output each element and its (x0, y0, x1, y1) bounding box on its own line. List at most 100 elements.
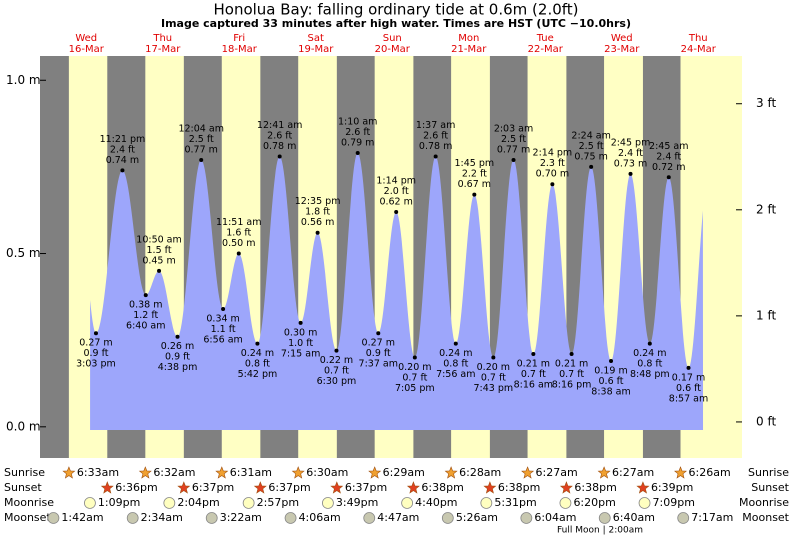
row-time: 6:37pm (192, 481, 234, 494)
tide-label: 8:57 am (669, 393, 708, 404)
tide-point (531, 352, 536, 357)
row-time: 7:17am (691, 511, 733, 524)
day-date: 17-Mar (145, 44, 181, 55)
tide-label: 2.6 ft (423, 131, 448, 142)
tide-label: 0.70 m (536, 169, 569, 180)
tide-point (221, 306, 226, 311)
tide-point (569, 352, 574, 357)
tide-label: 1:45 pm (455, 158, 495, 169)
row-time: 6:37pm (345, 481, 387, 494)
tide-label: 2.5 ft (501, 134, 526, 145)
tide-label: 7:37 am (359, 359, 398, 370)
moon-icon (480, 497, 493, 509)
day-date: 18-Mar (222, 44, 258, 55)
row-label: Sunrise (4, 466, 45, 479)
day-date: 23-Mar (604, 44, 640, 55)
day-date: 22-Mar (528, 44, 564, 55)
row-time: 6:28am (459, 466, 501, 479)
tide-point (315, 230, 320, 235)
moon-icon (126, 512, 139, 524)
tide-label: 2.3 ft (540, 158, 565, 169)
sun-icon (253, 481, 267, 494)
tide-point (666, 175, 671, 180)
chart-title: Honolua Bay: falling ordinary tide at 0.… (213, 1, 578, 19)
tide-point (298, 320, 303, 325)
tide-label: 7:56 am (436, 369, 475, 380)
tide-label: 6:56 am (203, 334, 242, 345)
moon-icon (163, 497, 176, 509)
day-name: Tue (536, 33, 554, 44)
row-time: 5:31pm (494, 496, 536, 509)
tide-label: 7:15 am (281, 348, 320, 359)
moon-icon (677, 512, 690, 524)
row-time: 1:09pm (98, 496, 140, 509)
sun-icon (138, 466, 152, 479)
row-label: Moonrise (4, 496, 54, 509)
tide-point (491, 355, 496, 360)
tide-label: 2.4 ft (618, 148, 643, 159)
tide-point (334, 348, 339, 353)
row-time: 6:40am (613, 511, 655, 524)
tide-label: 0.22 m (320, 355, 353, 366)
tide-label: 0.9 ft (366, 348, 391, 359)
tide-label: 12:35 pm (295, 196, 341, 207)
sun-icon (674, 466, 687, 479)
tide-label: 11:51 am (216, 217, 261, 228)
row-time: 3:22am (220, 511, 262, 524)
y2-tick-label: 1 ft (756, 308, 776, 322)
sun-icon (368, 466, 382, 479)
day-name: Thu (152, 33, 172, 44)
row-time: 6:38pm (421, 481, 463, 494)
day-date: 24-Mar (681, 44, 717, 55)
tide-point (686, 365, 691, 370)
moon-icon (598, 512, 611, 524)
row-time: 2:04pm (177, 496, 219, 509)
row-time: 6:31am (230, 466, 272, 479)
row-time: 6:33am (77, 466, 119, 479)
row-time: 6:38pm (498, 481, 540, 494)
row-time: 4:40pm (415, 496, 457, 509)
moon-icon (401, 497, 414, 509)
tide-label: 8:48 pm (630, 369, 670, 380)
tide-label: 0.24 m (439, 348, 472, 359)
sun-icon (406, 481, 420, 494)
tide-label: 0.24 m (633, 348, 666, 359)
tide-label: 2:24 am (571, 130, 610, 141)
tide-label: 12:04 am (178, 123, 223, 134)
day-date: 21-Mar (451, 44, 487, 55)
tide-label: 1.0 ft (288, 338, 313, 349)
day-date: 16-Mar (69, 44, 105, 55)
tide-point (157, 268, 162, 273)
sun-icon (177, 481, 191, 494)
tide-label: 0.6 ft (599, 376, 624, 387)
tide-label: 0.79 m (341, 138, 374, 149)
tide-point (550, 182, 555, 187)
tide-point (255, 341, 260, 346)
tide-label: 2:03 am (494, 123, 533, 134)
tide-label: 0.19 m (594, 365, 627, 376)
row-label: Sunset (4, 481, 42, 494)
tide-label: 0.27 m (362, 338, 395, 349)
tide-label: 0.67 m (458, 179, 491, 190)
y-tick-label: 0.0 m (6, 419, 41, 433)
tide-point (277, 154, 282, 159)
tide-label: 0.45 m (142, 255, 175, 266)
tide-label: 1.5 ft (147, 245, 172, 256)
tide-label: 1.8 ft (305, 207, 330, 218)
tide-label: 1.6 ft (226, 228, 251, 239)
row-time: 6:29am (383, 466, 425, 479)
sun-icon (483, 481, 497, 494)
day-name: Mon (458, 33, 479, 44)
day-name: Wed (611, 33, 633, 44)
day-date: 20-Mar (375, 44, 411, 55)
tide-point (175, 334, 180, 339)
tide-label: 2:45 am (649, 141, 688, 152)
tide-area (90, 153, 704, 430)
tide-label: 0.78 m (263, 141, 296, 152)
tide-label: 0.7 ft (324, 366, 349, 377)
chart-subtitle: Image captured 33 minutes after high wat… (161, 17, 631, 30)
tide-label: 0.20 m (398, 362, 431, 373)
tide-point (355, 151, 360, 156)
tide-label: 0.8 ft (245, 359, 270, 370)
